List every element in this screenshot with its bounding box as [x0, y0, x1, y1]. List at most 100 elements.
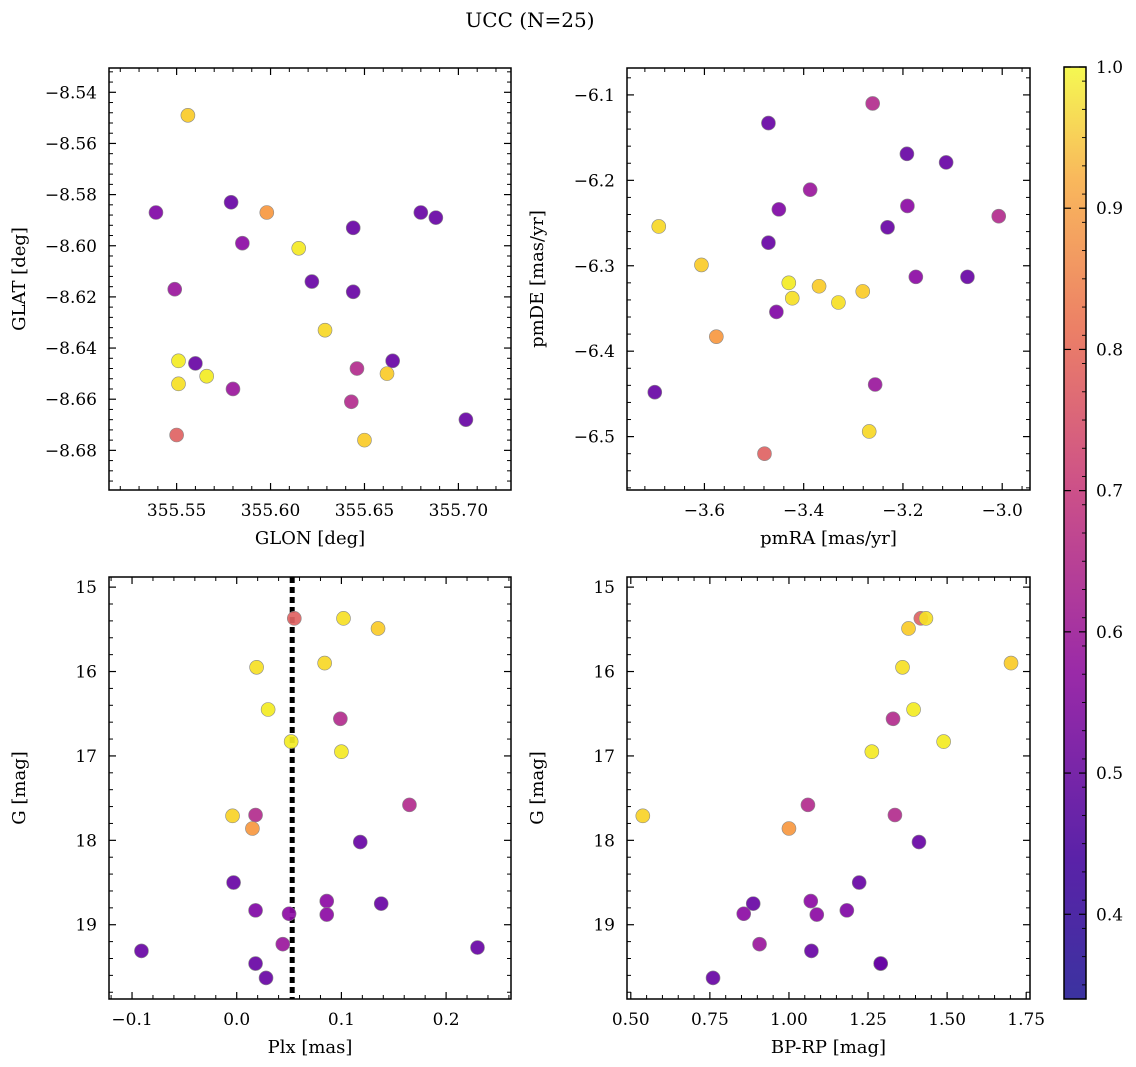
data-point: [249, 660, 264, 675]
data-point: [413, 205, 429, 220]
data-point: [248, 807, 263, 823]
panel-4: 0.50 0.75 1.00 1.25 1.50 1.75 15 16 17 18 19 BP-RP …: [527, 576, 1045, 1058]
data-point: [357, 432, 372, 448]
scatter-points: [647, 96, 1007, 461]
data-point: [809, 907, 825, 922]
x-tick-label: 0.50: [612, 1010, 650, 1030]
data-point: [319, 907, 335, 922]
data-point: [918, 611, 934, 626]
data-point: [761, 115, 776, 131]
data-point: [245, 821, 260, 836]
data-point: [895, 660, 910, 675]
y-tick-label: −8.54: [45, 83, 97, 103]
data-point: [225, 808, 240, 824]
data-point: [936, 734, 951, 749]
ticks: [627, 577, 1030, 999]
colorbar-tick-label: 0.5: [1096, 764, 1123, 784]
data-point: [226, 875, 241, 890]
data-point: [839, 903, 855, 918]
figure-title: UCC (N=25): [465, 8, 594, 32]
y-tick-label: 19: [593, 916, 615, 936]
data-point: [757, 446, 772, 461]
data-point: [169, 427, 184, 443]
data-point: [873, 956, 888, 971]
data-point: [344, 394, 359, 410]
data-point: [769, 304, 784, 320]
x-axis-label: Plx [mas]: [268, 1037, 353, 1058]
x-tick-label: 0.0: [223, 1010, 250, 1030]
y-tick-label: −8.60: [45, 237, 97, 257]
data-point: [709, 329, 724, 344]
data-point: [745, 896, 761, 911]
y-tick-label: 17: [593, 747, 615, 767]
data-point: [291, 241, 307, 256]
panel-3: −0.1 0.0 0.1 0.2 15 16 17 18 19 Plx [mas] G [mag]: [9, 576, 512, 1058]
data-point: [736, 906, 752, 922]
data-point: [803, 893, 819, 909]
data-point: [960, 269, 975, 285]
ticks: [109, 68, 511, 490]
y-tick-label: −8.66: [45, 390, 97, 410]
data-point: [651, 219, 667, 234]
x-axis-label: BP-RP [mag]: [771, 1037, 886, 1058]
x-tick-label: −3.4: [783, 501, 824, 521]
y-tick-label: −8.64: [45, 339, 97, 359]
data-point: [908, 269, 924, 285]
data-point: [370, 621, 386, 636]
data-point: [906, 702, 921, 717]
data-point: [171, 353, 186, 369]
y-tick-label: −6.4: [574, 342, 615, 362]
y-tick-label: −6.1: [574, 86, 615, 106]
data-point: [752, 936, 767, 952]
plot-frame: [626, 576, 1031, 1000]
plot-frame: [108, 576, 512, 1000]
data-point: [259, 205, 275, 220]
data-point: [851, 875, 867, 890]
data-point: [385, 353, 400, 369]
data-point: [901, 621, 916, 636]
panel-2: −3.6 −3.4 −3.2 −3.0 −6.5 −6.4 −6.3 −6.2 −6.1 pmRA…: [527, 67, 1031, 549]
y-axis-label: GLAT [deg]: [9, 227, 30, 331]
data-point: [317, 322, 333, 338]
data-point: [802, 182, 818, 198]
y-tick-label: −8.62: [45, 288, 97, 308]
x-axis-label: GLON [deg]: [255, 528, 365, 549]
data-point: [199, 368, 214, 384]
y-tick-label: 15: [75, 578, 97, 598]
data-point: [275, 936, 291, 952]
data-point: [345, 284, 361, 300]
colorbar-tick-label: 1.0: [1096, 58, 1123, 78]
x-tick-label: 1.25: [849, 1010, 887, 1030]
scatter-points: [148, 108, 474, 448]
data-point: [188, 356, 203, 371]
y-tick-label: −8.58: [45, 186, 97, 206]
data-point: [304, 274, 320, 289]
data-point: [831, 295, 846, 310]
data-point: [225, 381, 241, 397]
data-point: [938, 155, 954, 170]
data-point: [223, 194, 239, 210]
y-tick-label: 19: [75, 916, 97, 936]
x-axis-label: pmRA [mas/yr]: [760, 528, 897, 549]
y-tick-label: 18: [75, 831, 97, 851]
data-point: [991, 208, 1007, 224]
data-point: [880, 220, 895, 235]
data-point: [248, 903, 263, 918]
colorbar-tick-label: 0.7: [1096, 482, 1123, 502]
x-tick-label: −0.1: [111, 1010, 152, 1030]
x-tick-label: 0.75: [691, 1010, 729, 1030]
data-point: [864, 744, 880, 760]
y-tick-label: 15: [593, 578, 615, 598]
data-point: [334, 744, 349, 760]
data-point: [148, 205, 164, 220]
y-tick-label: −6.3: [574, 257, 615, 277]
y-tick-label: −8.56: [45, 134, 97, 154]
data-point: [470, 940, 485, 955]
data-point: [260, 702, 276, 717]
data-point: [635, 808, 651, 824]
y-axis-label: pmDE [mas/yr]: [527, 210, 548, 348]
data-point: [283, 734, 299, 749]
colorbar-tick-label: 0.9: [1096, 199, 1123, 219]
x-tick-label: 0.2: [433, 1010, 460, 1030]
